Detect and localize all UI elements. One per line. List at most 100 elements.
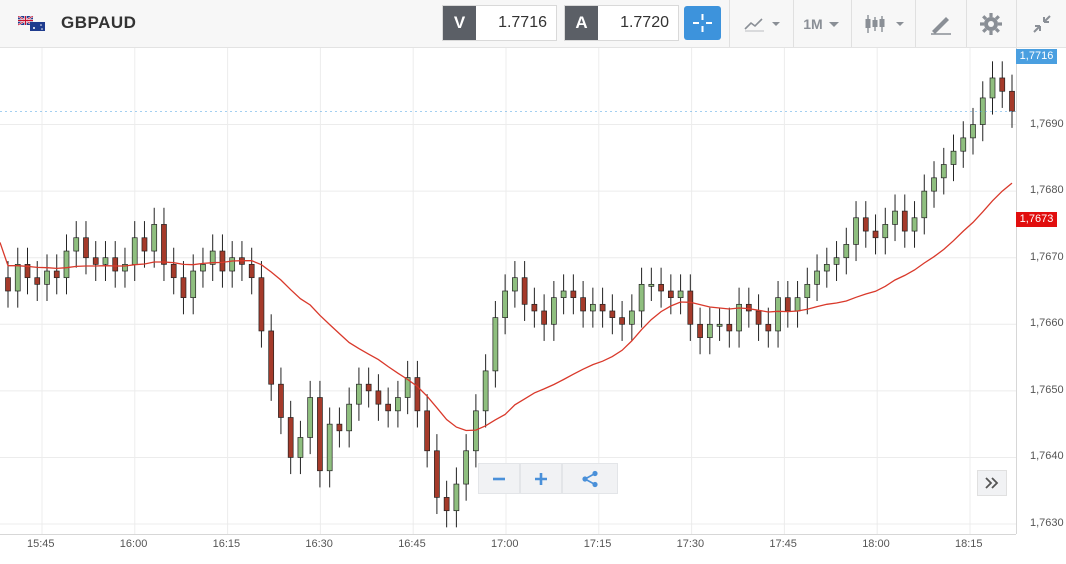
candle-body bbox=[853, 217, 859, 245]
candle-body bbox=[112, 257, 119, 272]
crosshair-button[interactable] bbox=[684, 6, 721, 40]
candle-body bbox=[122, 264, 128, 272]
candle-body bbox=[482, 370, 489, 412]
candle-body bbox=[317, 397, 323, 472]
candle-body bbox=[14, 264, 21, 292]
candle-body bbox=[365, 383, 372, 392]
collapse-icon bbox=[1033, 14, 1051, 33]
x-tick-label: 15:45 bbox=[27, 538, 55, 550]
symbol-label: GBPAUD bbox=[61, 13, 137, 32]
candle-body bbox=[833, 257, 840, 265]
buy-price: 1.7720 bbox=[620, 14, 669, 31]
candle-body bbox=[755, 310, 762, 325]
candle-body bbox=[24, 264, 31, 279]
current-price-tag: 1,7716 bbox=[1016, 49, 1057, 64]
candle-body bbox=[1009, 90, 1015, 112]
candle-body bbox=[628, 310, 635, 325]
y-tick-label: 1,7630 bbox=[1030, 517, 1064, 529]
candle-body bbox=[190, 270, 197, 299]
candle-body bbox=[892, 210, 898, 225]
candle-body bbox=[385, 403, 392, 412]
candle-body bbox=[745, 303, 752, 312]
candle-body bbox=[297, 437, 304, 458]
x-tick-label: 17:30 bbox=[676, 538, 705, 550]
candle-body bbox=[229, 257, 236, 272]
candle-body bbox=[599, 303, 606, 312]
x-tick-label: 16:45 bbox=[398, 538, 426, 550]
candle-body bbox=[726, 323, 733, 332]
candle-body bbox=[765, 323, 772, 332]
candle-body bbox=[814, 270, 820, 285]
candle-body bbox=[804, 283, 811, 299]
candle-body bbox=[424, 410, 430, 452]
candle-body bbox=[658, 283, 664, 292]
plus-icon bbox=[535, 472, 547, 485]
candle-body bbox=[775, 297, 781, 332]
x-tick-label: 16:00 bbox=[119, 538, 148, 550]
zoom-out-button[interactable] bbox=[478, 463, 520, 494]
candle-body bbox=[502, 290, 508, 318]
candle-body bbox=[278, 383, 284, 418]
candle-body bbox=[141, 237, 148, 252]
collapse-button[interactable] bbox=[1019, 0, 1065, 47]
candle-body bbox=[287, 417, 294, 458]
minus-icon bbox=[493, 477, 505, 480]
candle-body bbox=[219, 250, 226, 272]
draw-button[interactable] bbox=[918, 0, 964, 47]
candle-style-button[interactable] bbox=[856, 0, 911, 47]
x-tick-label: 17:15 bbox=[583, 538, 612, 550]
sell-label: V bbox=[443, 6, 476, 40]
candle-body bbox=[53, 270, 60, 279]
candle-body bbox=[619, 317, 625, 325]
candle-body bbox=[44, 270, 50, 285]
candle-body bbox=[950, 150, 957, 165]
candle-body bbox=[960, 137, 967, 152]
candle-body bbox=[872, 230, 879, 239]
candle-body bbox=[794, 297, 801, 312]
candle-body bbox=[697, 323, 703, 338]
candle-body bbox=[882, 224, 889, 239]
chart-type-button[interactable] bbox=[737, 0, 787, 47]
candle-body bbox=[999, 77, 1006, 92]
draw-icon bbox=[931, 16, 951, 35]
y-tick-label: 1,7690 bbox=[1030, 117, 1064, 130]
zoom-controls bbox=[478, 463, 618, 494]
chevron-down-icon bbox=[828, 21, 839, 27]
candle-body bbox=[180, 277, 187, 299]
candle-body bbox=[102, 257, 109, 265]
candle-body bbox=[667, 290, 674, 299]
sell-price-button[interactable]: V 1.7716 bbox=[442, 5, 557, 41]
zoom-in-button[interactable] bbox=[520, 463, 562, 494]
x-tick-label: 18:00 bbox=[862, 538, 890, 550]
y-tick-label: 1,7640 bbox=[1030, 450, 1064, 463]
candle-body bbox=[5, 277, 11, 292]
price-axis bbox=[1016, 48, 1066, 534]
candle-body bbox=[560, 290, 567, 299]
share-button[interactable] bbox=[562, 463, 618, 494]
price-chart[interactable] bbox=[0, 48, 1016, 534]
candle-body bbox=[268, 330, 275, 385]
candle-body bbox=[541, 310, 547, 325]
candle-body bbox=[843, 244, 850, 259]
candle-body bbox=[512, 277, 518, 292]
candle-body bbox=[63, 250, 70, 279]
candle-body bbox=[414, 377, 421, 412]
candle-body bbox=[989, 77, 996, 99]
candle-icon bbox=[865, 14, 904, 33]
candle-body bbox=[531, 303, 538, 312]
x-tick-label: 16:15 bbox=[212, 538, 241, 550]
candle-body bbox=[200, 264, 206, 272]
settings-button[interactable] bbox=[969, 0, 1013, 47]
timeframe-button[interactable]: 1M bbox=[796, 0, 848, 47]
buy-price-button[interactable]: A 1.7720 bbox=[564, 5, 679, 41]
sell-price: 1.7716 bbox=[498, 14, 547, 31]
candle-body bbox=[492, 317, 499, 372]
candle-body bbox=[443, 497, 450, 512]
candle-body bbox=[609, 310, 616, 318]
candle-body bbox=[346, 403, 353, 432]
candle-body bbox=[453, 483, 460, 512]
chart-type-icon bbox=[744, 17, 780, 32]
share-icon bbox=[582, 470, 598, 487]
candle-body bbox=[375, 390, 382, 405]
scroll-to-latest-button[interactable] bbox=[977, 470, 1007, 496]
